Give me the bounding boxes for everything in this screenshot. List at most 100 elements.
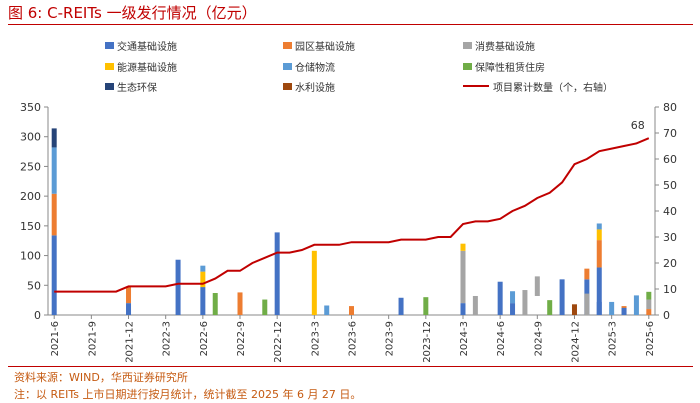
- source-text: 资料来源：WIND，华西证券研究所: [14, 371, 188, 384]
- legend-label: 消费基础设施: [475, 42, 535, 53]
- figure-title: 图 6: C-REITs 一级发行情况（亿元）: [8, 4, 257, 22]
- bar-segment: [472, 295, 478, 315]
- bar-segment: [200, 265, 206, 272]
- y-left-tick-label: 100: [20, 250, 41, 263]
- legend-swatch: [283, 63, 292, 70]
- legend-label: 生态环保: [117, 83, 157, 94]
- bar-segment: [200, 271, 206, 288]
- x-tick-label: 2022-9: [236, 321, 247, 356]
- bar-segment: [621, 307, 627, 315]
- x-tick-label: 2024-3: [459, 321, 470, 356]
- legend-label: 项目累计数量（个，右轴）: [493, 83, 613, 94]
- x-tick-label: 2024-6: [496, 321, 507, 356]
- bar-segment: [584, 268, 590, 280]
- bar-segment: [324, 305, 330, 315]
- bar-segment: [126, 287, 132, 304]
- y-left-tick-label: 50: [27, 279, 41, 292]
- legend-label: 园区基础设施: [295, 42, 355, 53]
- y-left-tick-label: 300: [20, 131, 41, 144]
- y-left-tick-label: 350: [20, 101, 41, 114]
- bar-segment: [571, 304, 577, 315]
- bar-segment: [423, 297, 429, 315]
- legend-swatch: [105, 83, 114, 90]
- y-right-tick-label: 60: [663, 153, 677, 166]
- y-right-tick-label: 10: [663, 283, 677, 296]
- bar-segment: [126, 303, 132, 315]
- bar-segment: [534, 276, 540, 296]
- bar-segment: [398, 297, 404, 315]
- y-left-tick-label: 200: [20, 190, 41, 203]
- x-tick-label: 2025-6: [645, 321, 656, 356]
- x-tick-label: 2023-12: [422, 321, 433, 363]
- x-tick-label: 2022-6: [199, 321, 210, 356]
- bar-segment: [596, 240, 602, 268]
- x-tick-label: 2024-9: [533, 321, 544, 356]
- x-tick-label: 2021-9: [87, 321, 98, 356]
- legend-label: 水利设施: [295, 83, 335, 94]
- y-right-tick-label: 0: [663, 309, 670, 322]
- legend-label: 交通基础设施: [117, 42, 177, 53]
- footer-rule: [8, 366, 693, 367]
- bar-segment: [237, 292, 243, 315]
- x-tick-label: 2023-3: [310, 321, 321, 356]
- y-right-tick-label: 30: [663, 231, 677, 244]
- bar-segment: [646, 309, 652, 315]
- bar-segment: [522, 290, 528, 315]
- legend-swatch: [105, 42, 114, 49]
- bar-segment: [646, 299, 652, 310]
- bar-segment: [510, 303, 516, 315]
- y-right-tick-label: 80: [663, 101, 677, 114]
- legend-label: 能源基础设施: [117, 63, 177, 74]
- bar-segment: [633, 295, 639, 315]
- bar-segment: [51, 235, 57, 315]
- bar-segment: [460, 250, 466, 304]
- x-tick-label: 2025-3: [608, 321, 619, 356]
- bar-segment: [596, 267, 602, 315]
- title-rule: [8, 24, 693, 25]
- bar-segment: [175, 259, 181, 315]
- bar-segment: [200, 287, 206, 315]
- bar-segment: [212, 293, 218, 315]
- x-tick-label: 2022-12: [273, 321, 284, 363]
- bar-segment: [460, 303, 466, 315]
- note-text: 注：以 REITs 上市日期进行按月统计，统计截至 2025 年 6 月 27 …: [14, 388, 362, 401]
- line-end-label: 68: [631, 119, 645, 132]
- legend-label: 仓储物流: [295, 63, 335, 74]
- legend-label: 保障性租赁住房: [475, 63, 545, 74]
- legend-swatch: [463, 63, 472, 70]
- bar-segment: [596, 301, 602, 315]
- chart-area: 0 50 100 150 200 250 300 350 0 10 20 30 40 50 60 70 80 20…: [20, 101, 677, 363]
- bar-segment: [497, 281, 503, 315]
- bar-segment: [596, 229, 602, 241]
- y-left-tick-label: 250: [20, 160, 41, 173]
- bar-segment: [596, 223, 602, 230]
- y-right-tick-label: 40: [663, 205, 677, 218]
- legend-swatch: [105, 63, 114, 70]
- legend-swatch: [463, 42, 472, 49]
- bar-segment: [51, 147, 57, 194]
- bar-segment: [584, 293, 590, 315]
- bar-segment: [311, 250, 317, 315]
- x-tick-label: 2021-12: [125, 321, 136, 363]
- y-right-tick-label: 70: [663, 127, 677, 140]
- bar-segment: [460, 243, 466, 251]
- legend-swatch: [283, 83, 292, 90]
- legend-swatch: [283, 42, 292, 49]
- bar-segment: [547, 300, 553, 315]
- bar-segment: [349, 306, 354, 315]
- bar-segment: [559, 279, 565, 315]
- y-right-tick-label: 20: [663, 257, 677, 270]
- x-tick-label: 2024-12: [570, 321, 581, 363]
- legend: 交通基础设施 园区基础设施 消费基础设施 能源基础设施 仓储物流 保障性租赁住房…: [0, 0, 700, 100]
- bar-segment: [609, 301, 615, 315]
- bar-segment: [51, 193, 57, 236]
- y-left-tick-label: 0: [34, 309, 41, 322]
- y-right-tick-label: 50: [663, 179, 677, 192]
- x-tick-label: 2023-9: [385, 321, 396, 356]
- bar-segment: [274, 232, 280, 315]
- x-tick-label: 2021-6: [50, 321, 61, 356]
- cumulative-line: [54, 137, 650, 293]
- x-tick-label: 2023-6: [348, 321, 359, 356]
- bar-segment: [646, 291, 652, 300]
- x-tick-label: 2022-3: [162, 321, 173, 356]
